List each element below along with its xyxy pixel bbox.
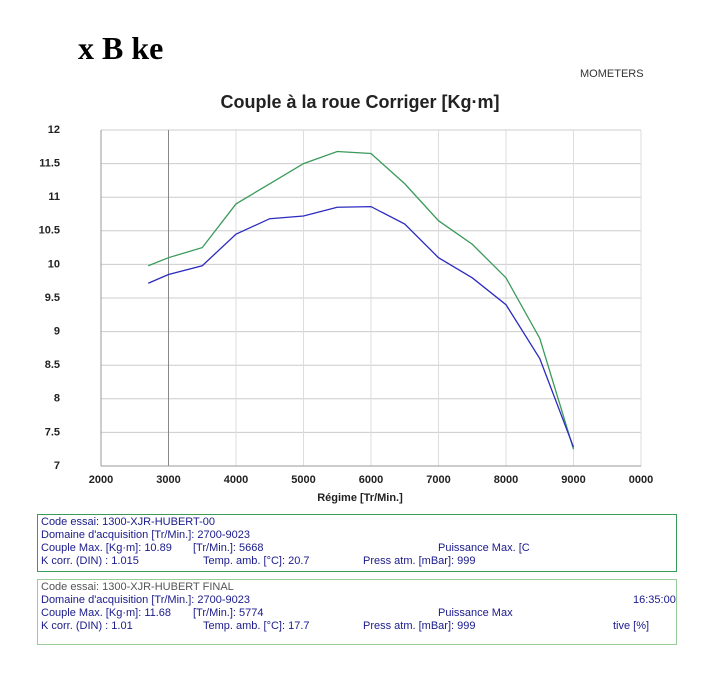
info: [Tr/Min.]: 5774 xyxy=(193,607,264,619)
info: Puissance Max. [C xyxy=(438,542,530,554)
y-tick-label: 11.5 xyxy=(39,158,60,170)
y-tick-label: 12 xyxy=(48,124,60,136)
x-tick-label: 2000 xyxy=(89,474,113,486)
info: Temp. amb. [°C]: 20.7 xyxy=(203,555,310,567)
info: Code essai: 1300-XJR-HUBERT FINAL xyxy=(41,581,234,593)
info: Domaine d'acquisition [Tr/Min.]: 2700-90… xyxy=(41,594,250,606)
brand: MOMETERS xyxy=(580,68,644,80)
logo: x B ke xyxy=(78,30,164,66)
y-tick-label: 9.5 xyxy=(45,292,60,304)
x-tick-label: 5000 xyxy=(291,474,315,486)
y-tick-label: 8.5 xyxy=(45,359,60,371)
x-tick-label: 7000 xyxy=(426,474,450,486)
x-tick-label: 3000 xyxy=(156,474,180,486)
x-tick-label: 0000 xyxy=(629,474,653,486)
y-tick-label: 10.5 xyxy=(39,225,60,237)
info-box: Code essai: 1300-XJR-HUBERT FINAL Domain… xyxy=(37,579,677,645)
info: Domaine d'acquisition [Tr/Min.]: 2700-90… xyxy=(41,529,250,541)
info: K corr. (DIN) : 1.015 xyxy=(41,555,139,567)
x-tick-label: 6000 xyxy=(359,474,383,486)
info: Press atm. [mBar]: 999 xyxy=(363,620,476,632)
chart: Couple à la roue Corriger [Kg·m] Régime … xyxy=(39,92,654,504)
info: K corr. (DIN) : 1.01 xyxy=(41,620,133,632)
info: Press atm. [mBar]: 999 xyxy=(363,555,476,567)
chart-title: Couple à la roue Corriger [Kg·m] xyxy=(220,92,499,112)
line xyxy=(148,150,575,450)
info: tive [%] xyxy=(613,620,650,632)
x-tick-label: 4000 xyxy=(224,474,248,486)
x-tick-label: 9000 xyxy=(561,474,585,486)
y-tick-label: 9 xyxy=(54,326,60,338)
info: Code essai: 1300-XJR-HUBERT-00 xyxy=(41,516,216,528)
info-box: Code essai: 1300-XJR-HUBERT-00 Domaine d… xyxy=(37,514,677,572)
y-tick-label: 10 xyxy=(48,258,60,270)
line xyxy=(147,205,575,448)
info: Couple Max. [Kg·m]: 11.68 xyxy=(41,607,172,619)
y-tick-label: 8 xyxy=(54,393,60,405)
y-tick-label: 7.5 xyxy=(45,426,60,438)
info: Temp. amb. [°C]: 17.7 xyxy=(203,620,310,632)
info: 16:35:00 xyxy=(633,594,676,606)
y-tick-label: 7 xyxy=(54,460,60,472)
info: [Tr/Min.]: 5668 xyxy=(193,542,264,554)
info: Puissance Max xyxy=(438,607,513,619)
y-tick-label: 11 xyxy=(48,191,60,203)
info: Couple Max. [Kg·m]: 10.89 xyxy=(41,542,172,554)
x-axis-label: Régime [Tr/Min.] xyxy=(317,492,403,504)
x-tick-label: 8000 xyxy=(494,474,518,486)
